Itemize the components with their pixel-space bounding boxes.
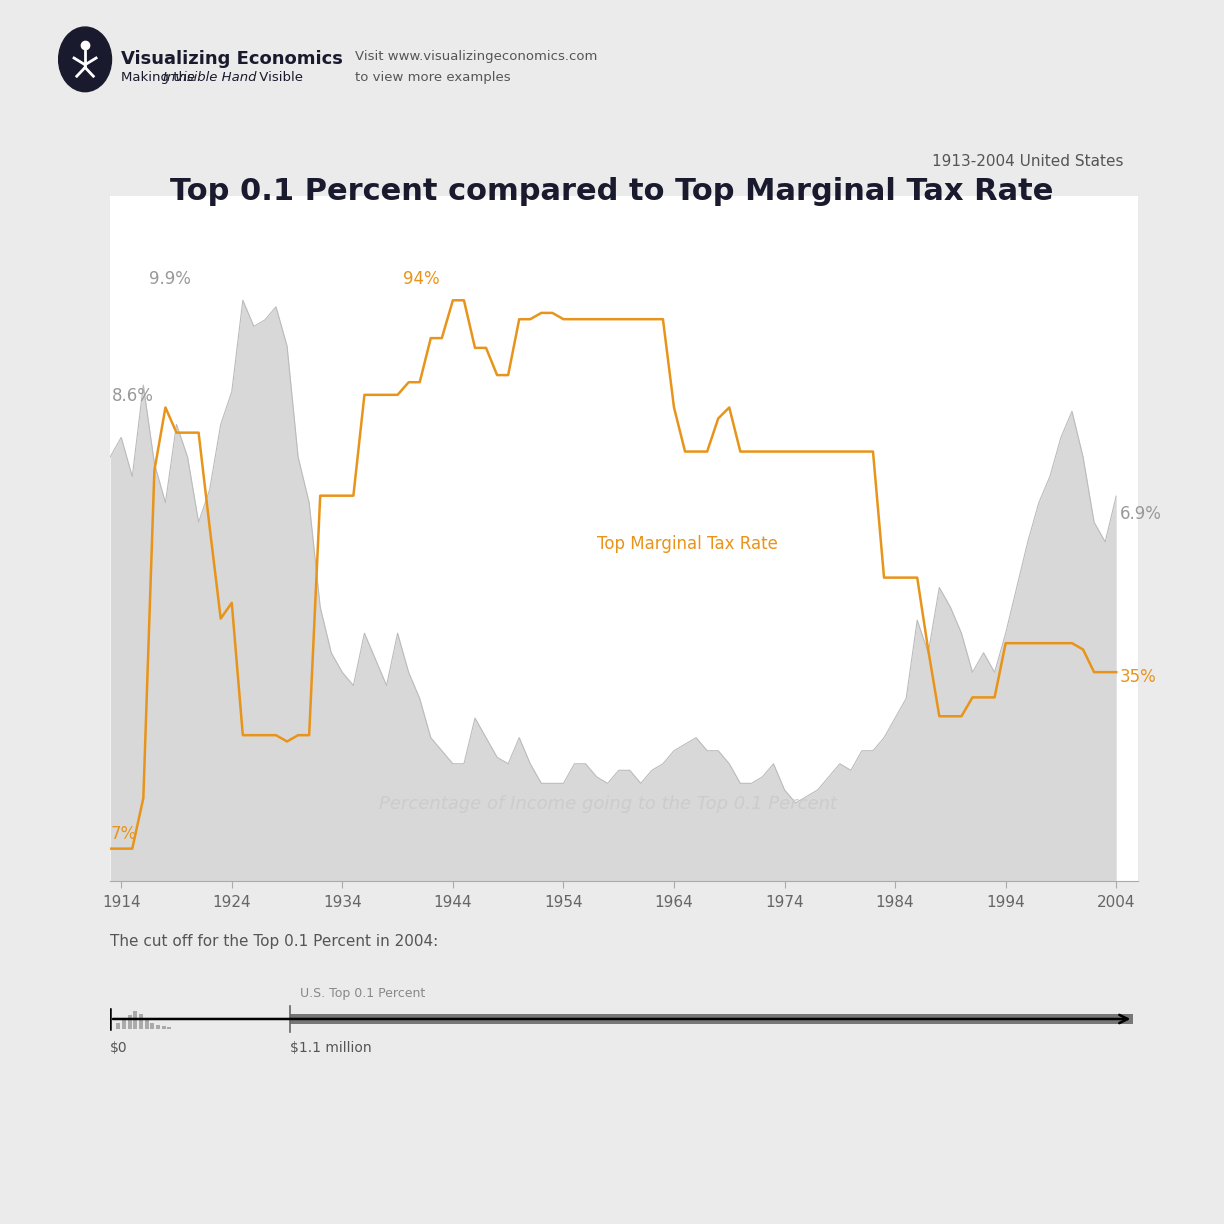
Bar — [155, 1024, 160, 1029]
Text: Top 0.1 Percent compared to Top Marginal Tax Rate: Top 0.1 Percent compared to Top Marginal… — [170, 177, 1054, 207]
Bar — [168, 1027, 171, 1029]
Text: The cut off for the Top 0.1 Percent in 2004:: The cut off for the Top 0.1 Percent in 2… — [110, 934, 438, 949]
Bar — [151, 1023, 154, 1029]
Bar — [116, 1023, 120, 1029]
Text: 35%: 35% — [1120, 668, 1157, 685]
Text: Top Marginal Tax Rate: Top Marginal Tax Rate — [596, 535, 777, 553]
Text: to view more examples: to view more examples — [355, 71, 510, 84]
Text: 9.9%: 9.9% — [149, 271, 191, 288]
Circle shape — [59, 27, 111, 92]
Text: 7%: 7% — [110, 825, 136, 843]
Text: $1.1 million: $1.1 million — [290, 1040, 372, 1055]
Text: Percentage of Income going to the Top 0.1 Percent: Percentage of Income going to the Top 0.… — [378, 794, 837, 813]
Text: Invisible Hand: Invisible Hand — [163, 71, 256, 84]
Text: 8.6%: 8.6% — [113, 388, 154, 405]
Bar — [140, 1013, 143, 1029]
Bar — [162, 1026, 165, 1029]
Text: Visit www.visualizingeconomics.com: Visit www.visualizingeconomics.com — [355, 50, 597, 64]
Bar — [133, 1011, 137, 1029]
Text: 1913-2004 United States: 1913-2004 United States — [933, 154, 1124, 169]
Text: U.S. Top 0.1 Percent: U.S. Top 0.1 Percent — [300, 988, 426, 1000]
Bar — [122, 1018, 126, 1029]
Text: Visible: Visible — [255, 71, 302, 84]
Bar — [127, 1015, 132, 1029]
Text: 94%: 94% — [403, 271, 439, 288]
Text: Visualizing Economics: Visualizing Economics — [121, 50, 343, 69]
Text: 6.9%: 6.9% — [1120, 506, 1162, 523]
Text: $0: $0 — [110, 1040, 127, 1055]
Bar — [290, 1015, 1133, 1023]
Text: Making the: Making the — [121, 71, 200, 84]
Bar — [144, 1018, 149, 1029]
